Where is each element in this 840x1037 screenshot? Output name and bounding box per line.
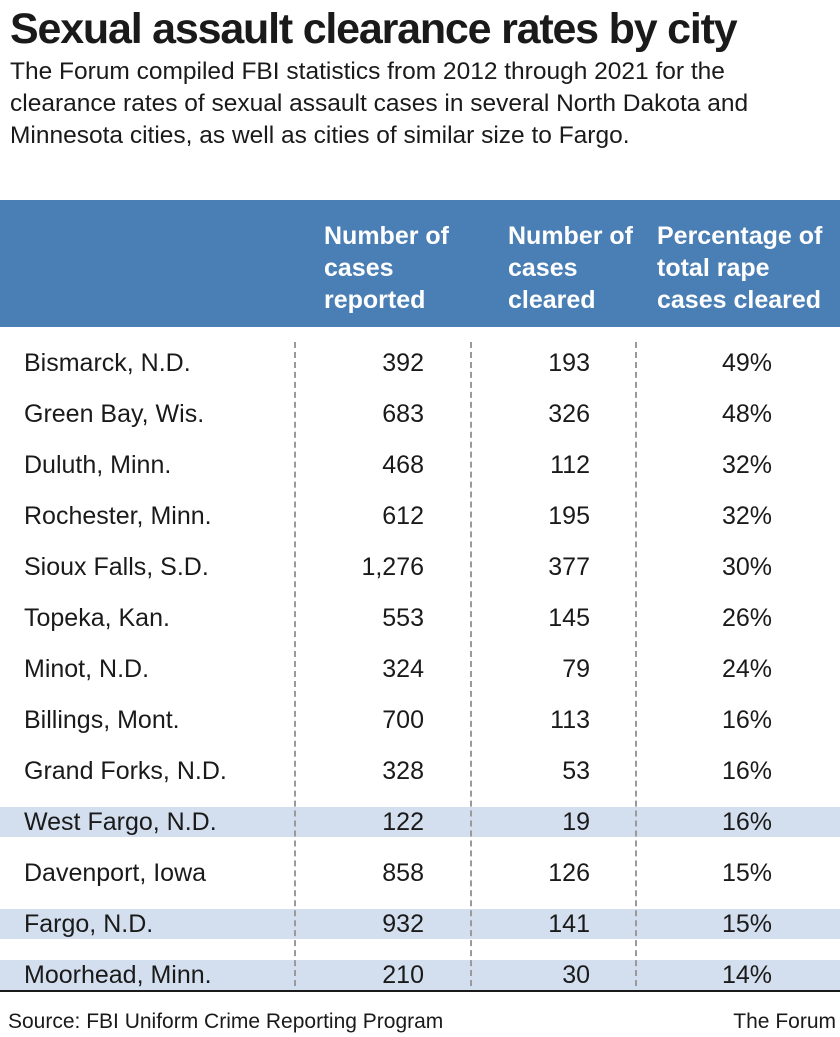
cases-cleared-value: 30 bbox=[562, 961, 590, 989]
cases-cleared-value: 145 bbox=[548, 604, 590, 632]
city-name: Bismarck, N.D. bbox=[24, 349, 191, 377]
chart-subtitle: The Forum compiled FBI statistics from 2… bbox=[10, 58, 749, 149]
cases-cleared-value: 193 bbox=[548, 349, 590, 377]
table-row: Davenport, Iowa 858 126 15% bbox=[0, 858, 840, 888]
city-name: Davenport, Iowa bbox=[24, 859, 207, 887]
city-name: Minot, N.D. bbox=[24, 655, 150, 683]
cases-reported-value: 392 bbox=[382, 349, 424, 377]
chart-title: Sexual assault clearance rates by city bbox=[10, 5, 738, 53]
cases-cleared-value: 126 bbox=[548, 859, 590, 887]
cases-reported-value: 328 bbox=[382, 757, 424, 785]
table-row: Topeka, Kan. 553 145 26% bbox=[0, 603, 840, 633]
table-row: Grand Forks, N.D. 328 53 16% bbox=[0, 756, 840, 786]
city-name: Topeka, Kan. bbox=[24, 604, 170, 632]
percentage-cleared-value: 32% bbox=[721, 502, 772, 530]
table-body: Moorhead, Minn. 210 30 14% Fargo, N.D. 932 141… bbox=[0, 332, 840, 990]
percentage-cleared-value: 16% bbox=[721, 706, 772, 734]
footer-rule bbox=[0, 990, 840, 992]
city-name: Fargo, N.D. bbox=[24, 910, 154, 938]
cases-reported-value: 324 bbox=[382, 655, 424, 683]
cases-reported-value: 210 bbox=[382, 961, 424, 989]
city-name: Duluth, Minn. bbox=[24, 451, 172, 479]
header-percentage-cleared: Percentage of total rape cases cleared bbox=[657, 222, 823, 314]
percentage-cleared-value: 14% bbox=[721, 961, 772, 989]
table-row: Minot, N.D. 324 79 24% bbox=[0, 654, 840, 684]
table-row: Fargo, N.D. 932 141 15% bbox=[0, 909, 840, 939]
column-divider bbox=[294, 342, 296, 986]
cases-cleared-value: 141 bbox=[548, 910, 590, 938]
table-row: Bismarck, N.D. 392 193 49% bbox=[0, 348, 840, 378]
city-name: Moorhead, Minn. bbox=[24, 961, 212, 989]
table-row: Green Bay, Wis. 683 326 48% bbox=[0, 399, 840, 429]
table-row: Rochester, Minn. 612 195 32% bbox=[0, 501, 840, 531]
percentage-cleared-value: 26% bbox=[721, 604, 772, 632]
table-row: Billings, Mont. 700 113 16% bbox=[0, 705, 840, 735]
cases-reported-value: 553 bbox=[382, 604, 424, 632]
percentage-cleared-value: 24% bbox=[721, 655, 772, 683]
city-name: Sioux Falls, S.D. bbox=[24, 553, 209, 581]
column-divider bbox=[470, 342, 472, 986]
percentage-cleared-value: 30% bbox=[721, 553, 772, 581]
credit-note: The Forum bbox=[733, 1010, 836, 1033]
cases-reported-value: 700 bbox=[382, 706, 424, 734]
city-name: West Fargo, N.D. bbox=[24, 808, 217, 836]
cases-cleared-value: 326 bbox=[548, 400, 590, 428]
cases-reported-value: 468 bbox=[382, 451, 424, 479]
cases-cleared-value: 195 bbox=[548, 502, 590, 530]
cases-cleared-value: 79 bbox=[562, 655, 590, 683]
city-name: Grand Forks, N.D. bbox=[24, 757, 227, 785]
column-divider bbox=[635, 342, 637, 986]
city-name: Rochester, Minn. bbox=[24, 502, 212, 530]
cases-reported-value: 858 bbox=[382, 859, 424, 887]
cases-cleared-value: 112 bbox=[550, 451, 590, 479]
percentage-cleared-value: 16% bbox=[721, 808, 772, 836]
cases-cleared-value: 377 bbox=[548, 553, 590, 581]
cases-reported-value: 683 bbox=[382, 400, 424, 428]
percentage-cleared-value: 48% bbox=[721, 400, 772, 428]
percentage-cleared-value: 16% bbox=[721, 757, 772, 785]
header-cases-cleared: Number of cases cleared bbox=[508, 222, 633, 314]
table-row: Moorhead, Minn. 210 30 14% bbox=[0, 960, 840, 990]
cases-reported-value: 122 bbox=[382, 808, 424, 836]
header-cases-reported: Number of cases reported bbox=[324, 222, 449, 314]
table-row: West Fargo, N.D. 122 19 16% bbox=[0, 807, 840, 837]
city-name: Green Bay, Wis. bbox=[24, 400, 205, 428]
table-header: Number of cases reported Number of cases… bbox=[0, 200, 840, 327]
percentage-cleared-value: 15% bbox=[721, 910, 772, 938]
cases-cleared-value: 19 bbox=[562, 808, 590, 836]
cases-reported-value: 1,276 bbox=[361, 553, 424, 581]
cases-cleared-value: 53 bbox=[562, 757, 590, 785]
table-row: Duluth, Minn. 468 112 32% bbox=[0, 450, 840, 480]
cases-reported-value: 612 bbox=[382, 502, 424, 530]
percentage-cleared-value: 32% bbox=[721, 451, 772, 479]
table-row: Sioux Falls, S.D. 1,276 377 30% bbox=[0, 552, 840, 582]
cases-reported-value: 932 bbox=[382, 910, 424, 938]
percentage-cleared-value: 15% bbox=[721, 859, 772, 887]
cases-cleared-value: 113 bbox=[550, 706, 590, 734]
clearance-table: Number of cases reported Number of cases… bbox=[0, 200, 840, 990]
percentage-cleared-value: 49% bbox=[721, 349, 772, 377]
source-note: Source: FBI Uniform Crime Reporting Prog… bbox=[8, 1010, 444, 1033]
city-name: Billings, Mont. bbox=[24, 706, 180, 734]
